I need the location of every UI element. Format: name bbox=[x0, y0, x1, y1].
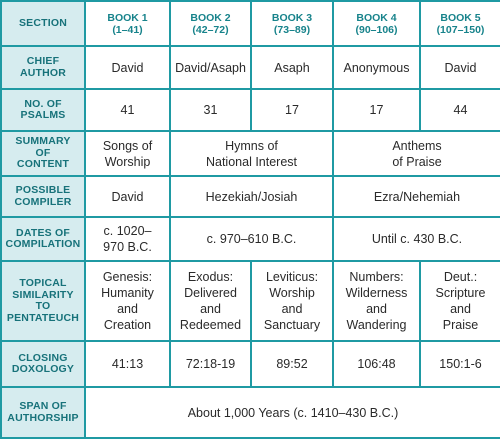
possible-compiler-label: POSSIBLE COMPILER bbox=[0, 175, 86, 218]
topical-book-4: Numbers: Wilderness and Wandering bbox=[332, 260, 421, 342]
book-1-header: BOOK 1 (1–41) bbox=[84, 0, 171, 47]
no-of-psalms-book-1: 41 bbox=[84, 88, 171, 132]
book-2-name: BOOK 2 bbox=[190, 11, 231, 24]
no-of-psalms-row: NO. OF PSALMS 41 31 17 17 44 bbox=[0, 88, 500, 132]
doxology-book-4: 106:48 bbox=[332, 340, 421, 388]
compiler-books-4-5: Ezra/Nehemiah bbox=[332, 175, 500, 218]
dates-books-4-5: Until c. 430 B.C. bbox=[332, 216, 500, 262]
doxology-book-3: 89:52 bbox=[250, 340, 334, 388]
header-row: SECTION BOOK 1 (1–41) BOOK 2 (42–72) BOO… bbox=[0, 0, 500, 47]
book-1-name: BOOK 1 bbox=[107, 11, 148, 24]
chief-author-row: CHIEF AUTHOR David David/Asaph Asaph Ano… bbox=[0, 45, 500, 90]
book-5-header: BOOK 5 (107–150) bbox=[419, 0, 500, 47]
dates-books-2-3: c. 970–610 B.C. bbox=[169, 216, 334, 262]
doxology-book-2: 72:18-19 bbox=[169, 340, 252, 388]
chief-author-book-5: David bbox=[419, 45, 500, 90]
compiler-books-2-3: Hezekiah/Josiah bbox=[169, 175, 334, 218]
book-3-name: BOOK 3 bbox=[271, 11, 313, 24]
book-2-header: BOOK 2 (42–72) bbox=[169, 0, 252, 47]
book-5-range: (107–150) bbox=[436, 23, 485, 36]
topical-book-1: Genesis: Humanity and Creation bbox=[84, 260, 171, 342]
topical-similarity-label: TOPICAL SIMILARITY TO PENTATEUCH bbox=[0, 260, 86, 342]
possible-compiler-row: POSSIBLE COMPILER David Hezekiah/Josiah … bbox=[0, 175, 500, 218]
no-of-psalms-label: NO. OF PSALMS bbox=[0, 88, 86, 132]
closing-doxology-label: CLOSING DOXOLOGY bbox=[0, 340, 86, 388]
book-5-name: BOOK 5 bbox=[440, 11, 481, 24]
summary-books-2-3: Hymns of National Interest bbox=[169, 130, 334, 177]
topical-similarity-row: TOPICAL SIMILARITY TO PENTATEUCH Genesis… bbox=[0, 260, 500, 342]
span-of-authorship-label: SPAN OF AUTHORSHIP bbox=[0, 386, 86, 439]
chief-author-book-2: David/Asaph bbox=[169, 45, 252, 90]
chief-author-label: CHIEF AUTHOR bbox=[0, 45, 86, 90]
no-of-psalms-book-4: 17 bbox=[332, 88, 421, 132]
no-of-psalms-book-5: 44 bbox=[419, 88, 500, 132]
doxology-book-5: 150:1-6 bbox=[419, 340, 500, 388]
topical-book-3: Leviticus: Worship and Sanctuary bbox=[250, 260, 334, 342]
dates-book-1: c. 1020– 970 B.C. bbox=[84, 216, 171, 262]
book-4-header: BOOK 4 (90–106) bbox=[332, 0, 421, 47]
dates-row: DATES OF COMPILATION c. 1020– 970 B.C. c… bbox=[0, 216, 500, 262]
chief-author-book-1: David bbox=[84, 45, 171, 90]
topical-book-5: Deut.: Scripture and Praise bbox=[419, 260, 500, 342]
summary-label: SUMMARY OF CONTENT bbox=[0, 130, 86, 177]
book-4-range: (90–106) bbox=[355, 23, 398, 36]
no-of-psalms-book-3: 17 bbox=[250, 88, 334, 132]
compiler-book-1: David bbox=[84, 175, 171, 218]
chief-author-book-4: Anonymous bbox=[332, 45, 421, 90]
dates-label: DATES OF COMPILATION bbox=[0, 216, 86, 262]
chief-author-book-3: Asaph bbox=[250, 45, 334, 90]
book-3-range: (73–89) bbox=[273, 23, 311, 36]
summary-row: SUMMARY OF CONTENT Songs of Worship Hymn… bbox=[0, 130, 500, 177]
summary-books-4-5: Anthems of Praise bbox=[332, 130, 500, 177]
closing-doxology-row: CLOSING DOXOLOGY 41:13 72:18-19 89:52 10… bbox=[0, 340, 500, 388]
section-header: SECTION bbox=[0, 0, 86, 47]
summary-book-1: Songs of Worship bbox=[84, 130, 171, 177]
span-of-authorship-row: SPAN OF AUTHORSHIP About 1,000 Years (c.… bbox=[0, 386, 500, 439]
topical-book-2: Exodus: Delivered and Redeemed bbox=[169, 260, 252, 342]
book-3-header: BOOK 3 (73–89) bbox=[250, 0, 334, 47]
book-2-range: (42–72) bbox=[192, 23, 229, 36]
span-of-authorship-value: About 1,000 Years (c. 1410–430 B.C.) bbox=[84, 386, 500, 439]
book-4-name: BOOK 4 bbox=[356, 11, 397, 24]
doxology-book-1: 41:13 bbox=[84, 340, 171, 388]
no-of-psalms-book-2: 31 bbox=[169, 88, 252, 132]
book-1-range: (1–41) bbox=[112, 23, 143, 36]
